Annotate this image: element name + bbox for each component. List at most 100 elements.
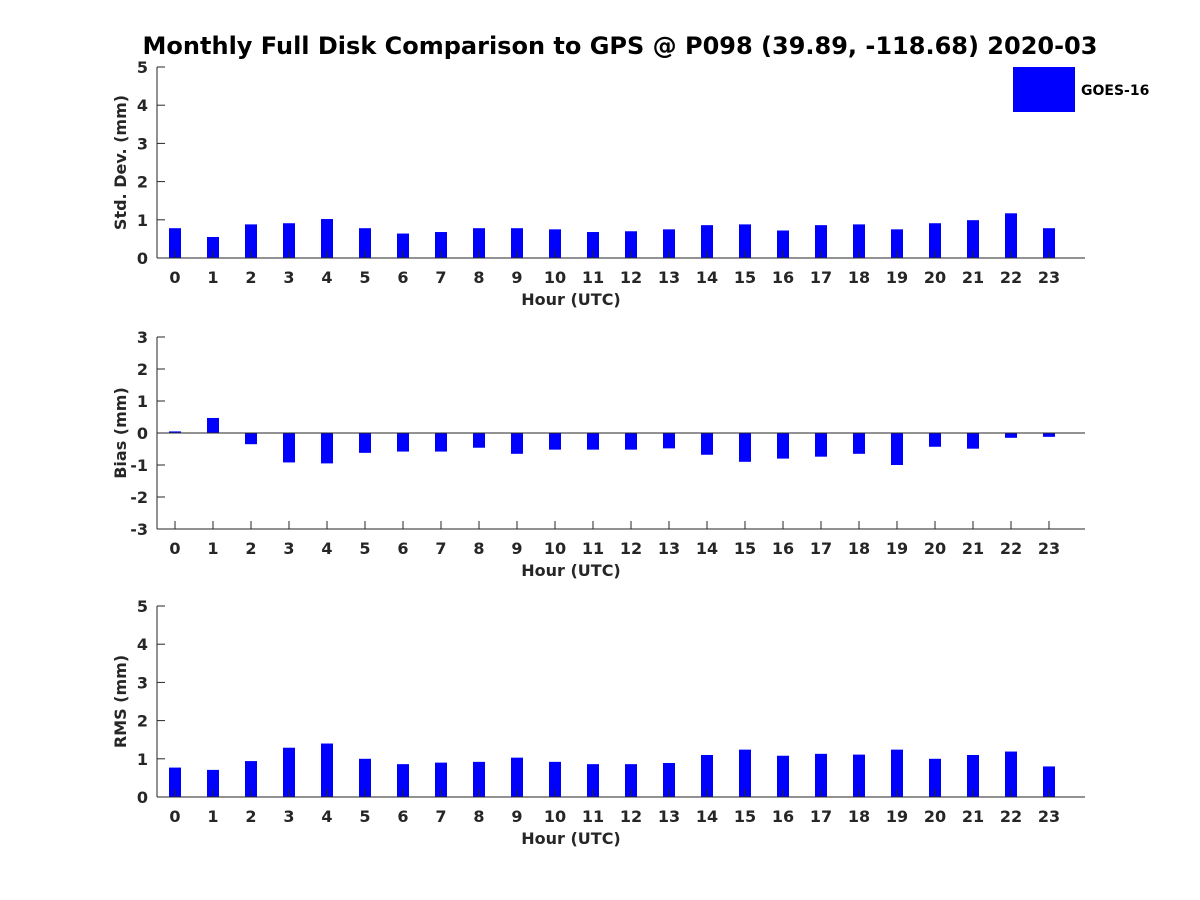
bar-bias-hour-1 [207,417,219,433]
x-tick-label: 9 [511,539,522,558]
x-tick-label: 21 [962,807,984,826]
bar-rms-hour-10 [549,761,561,797]
x-tick-label: 8 [473,539,484,558]
x-tick-label: 17 [810,268,832,287]
x-tick-label: 11 [582,807,604,826]
bar-std-hour-20 [929,223,941,258]
y-tick-label: 2 [137,173,148,192]
y-axis-label: Std. Dev. (mm) [111,95,130,230]
x-tick-label: 23 [1038,268,1060,287]
x-tick-label: 16 [772,268,794,287]
x-tick-label: 5 [359,268,370,287]
bar-rms-hour-23 [1043,766,1055,797]
bar-bias-hour-11 [587,433,599,450]
x-tick-label: 20 [924,268,946,287]
bar-rms-hour-5 [359,758,371,797]
x-tick-label: 10 [544,807,566,826]
x-tick-label: 7 [435,268,446,287]
x-tick-label: 15 [734,268,756,287]
bar-bias-hour-20 [929,433,941,447]
x-tick-label: 3 [283,268,294,287]
x-tick-label: 12 [620,807,642,826]
bar-rms-hour-14 [701,754,713,797]
x-tick-label: 19 [886,268,908,287]
x-tick-label: 13 [658,807,680,826]
bar-rms-hour-15 [739,749,751,797]
x-tick-label: 19 [886,539,908,558]
bar-std-hour-22 [1005,213,1017,258]
bar-std-hour-3 [283,223,295,258]
x-tick-label: 15 [734,807,756,826]
bar-std-hour-17 [815,225,827,258]
bar-bias-hour-17 [815,433,827,457]
legend-swatch [1013,67,1075,112]
y-tick-label: 1 [137,750,148,769]
x-tick-label: 1 [207,807,218,826]
x-tick-label: 9 [511,807,522,826]
bar-bias-hour-16 [777,433,789,459]
x-tick-label: 17 [810,539,832,558]
x-tick-label: 5 [359,807,370,826]
bar-std-hour-8 [473,228,485,258]
y-tick-label: 4 [137,96,148,115]
bar-rms-hour-7 [435,762,447,797]
x-tick-label: 23 [1038,807,1060,826]
bar-std-hour-1 [207,236,219,258]
x-tick-label: 1 [207,539,218,558]
bar-bias-hour-7 [435,433,447,452]
y-tick-label: 0 [137,788,148,807]
x-tick-label: 0 [169,807,180,826]
x-tick-label: 18 [848,807,870,826]
x-axis-label: Hour (UTC) [521,829,621,848]
bar-rms-hour-16 [777,755,789,797]
bar-std-hour-19 [891,229,903,258]
bar-bias-hour-6 [397,433,409,452]
x-tick-label: 9 [511,268,522,287]
y-tick-label: 0 [137,424,148,443]
bar-std-hour-10 [549,229,561,258]
legend-label: GOES-16 [1081,83,1149,99]
bar-std-hour-18 [853,224,865,258]
x-tick-label: 0 [169,539,180,558]
y-tick-label: 0 [137,249,148,268]
bar-bias-hour-4 [321,433,333,464]
bar-rms-hour-9 [511,757,523,797]
bar-std-hour-11 [587,232,599,258]
x-tick-label: 18 [848,539,870,558]
x-axis-label: Hour (UTC) [521,561,621,580]
x-tick-label: 7 [435,807,446,826]
x-tick-label: 5 [359,539,370,558]
x-tick-label: 12 [620,268,642,287]
x-tick-label: 19 [886,807,908,826]
bar-rms-hour-2 [245,761,257,797]
x-axis-label: Hour (UTC) [521,290,621,309]
bar-rms-hour-18 [853,754,865,797]
y-axis-label: Bias (mm) [111,387,130,479]
x-tick-label: 13 [658,268,680,287]
bar-rms-hour-17 [815,753,827,797]
y-tick-label: 1 [137,392,148,411]
bar-std-hour-0 [169,228,181,258]
x-tick-label: 11 [582,268,604,287]
y-tick-label: -2 [130,488,148,507]
bar-bias-hour-8 [473,433,485,448]
x-tick-label: 15 [734,539,756,558]
bar-rms-hour-1 [207,769,219,797]
x-tick-label: 16 [772,807,794,826]
chart-title: Monthly Full Disk Comparison to GPS @ P0… [143,32,1098,60]
y-tick-label: 2 [137,712,148,731]
bar-bias-hour-15 [739,433,751,462]
y-tick-label: 3 [137,134,148,153]
y-tick-label: 5 [137,597,148,616]
y-tick-label: 3 [137,673,148,692]
x-tick-label: 14 [696,539,718,558]
bar-rms-hour-21 [967,754,979,797]
x-tick-label: 22 [1000,268,1022,287]
y-tick-label: -1 [130,456,148,475]
bar-bias-hour-13 [663,433,675,449]
y-tick-label: 3 [137,328,148,347]
x-tick-label: 22 [1000,807,1022,826]
